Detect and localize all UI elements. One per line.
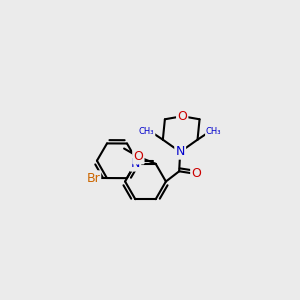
Text: O: O — [134, 150, 143, 163]
Text: N: N — [176, 146, 185, 158]
Text: O: O — [177, 110, 187, 123]
Text: O: O — [191, 167, 201, 180]
Text: Br: Br — [86, 172, 100, 184]
Text: CH₃: CH₃ — [139, 127, 154, 136]
Text: N: N — [130, 157, 140, 170]
Text: CH₃: CH₃ — [206, 127, 221, 136]
